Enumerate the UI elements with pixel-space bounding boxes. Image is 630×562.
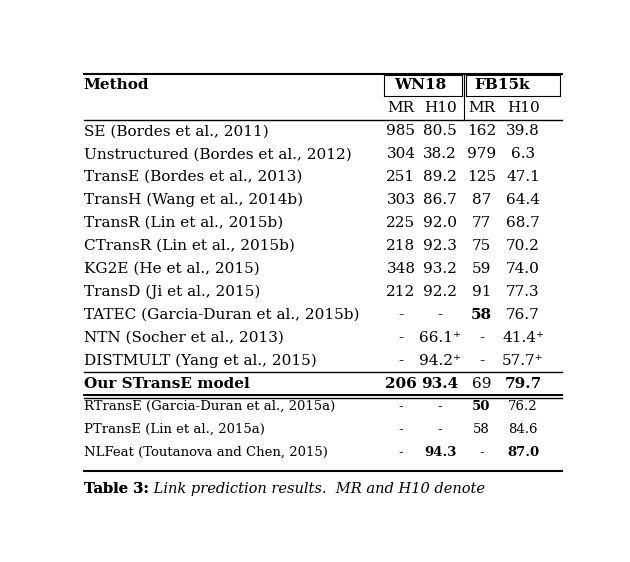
- Text: SE (Bordes et al., 2011): SE (Bordes et al., 2011): [84, 124, 268, 138]
- Text: 76.7: 76.7: [506, 308, 540, 322]
- Text: -: -: [398, 330, 404, 345]
- Text: Table 3:: Table 3:: [84, 482, 149, 496]
- Text: -: -: [479, 353, 484, 368]
- Text: -: -: [479, 330, 484, 345]
- Text: 58: 58: [471, 308, 492, 322]
- Text: Our STransE model: Our STransE model: [84, 377, 249, 391]
- Text: 225: 225: [386, 216, 416, 230]
- Text: Table 3: Link prediction results.  MR and H10 denote: Table 3: Link prediction results. MR and…: [0, 561, 1, 562]
- Text: H10: H10: [507, 101, 539, 115]
- Text: Link prediction results.  MR and H10 denote: Link prediction results. MR and H10 deno…: [149, 482, 484, 496]
- Text: 212: 212: [386, 285, 416, 299]
- Text: 75: 75: [472, 239, 491, 253]
- Text: 38.2: 38.2: [423, 147, 457, 161]
- Text: 348: 348: [386, 262, 416, 276]
- Text: TransE (Bordes et al., 2013): TransE (Bordes et al., 2013): [84, 170, 302, 184]
- Text: TransR (Lin et al., 2015b): TransR (Lin et al., 2015b): [84, 216, 283, 230]
- Text: 68.7: 68.7: [506, 216, 540, 230]
- Text: NTN (Socher et al., 2013): NTN (Socher et al., 2013): [84, 330, 284, 345]
- Text: 77.3: 77.3: [507, 285, 540, 299]
- Text: 93.4: 93.4: [421, 377, 459, 391]
- Text: 93.2: 93.2: [423, 262, 457, 276]
- Text: -: -: [479, 446, 484, 459]
- Text: -: -: [437, 308, 443, 322]
- Text: 86.7: 86.7: [423, 193, 457, 207]
- Text: -: -: [398, 308, 404, 322]
- Text: 251: 251: [386, 170, 416, 184]
- Text: 92.0: 92.0: [423, 216, 457, 230]
- Text: 74.0: 74.0: [506, 262, 540, 276]
- Text: 985: 985: [386, 124, 416, 138]
- Text: 87: 87: [472, 193, 491, 207]
- Text: Method: Method: [84, 79, 149, 92]
- Text: 77: 77: [472, 216, 491, 230]
- Text: 50: 50: [472, 400, 491, 413]
- Text: -: -: [438, 400, 442, 413]
- Text: H10: H10: [424, 101, 456, 115]
- Text: -: -: [399, 400, 403, 413]
- Text: 94.3: 94.3: [424, 446, 456, 459]
- Text: -: -: [398, 353, 404, 368]
- Text: 87.0: 87.0: [507, 446, 539, 459]
- Text: 304: 304: [386, 147, 416, 161]
- Text: Table 3:: Table 3:: [84, 482, 149, 496]
- Text: MR: MR: [387, 101, 415, 115]
- Text: NLFeat (Toutanova and Chen, 2015): NLFeat (Toutanova and Chen, 2015): [84, 446, 328, 459]
- Text: KG2E (He et al., 2015): KG2E (He et al., 2015): [84, 262, 260, 276]
- Text: 79.7: 79.7: [505, 377, 542, 391]
- Text: -: -: [438, 423, 442, 436]
- Text: MR: MR: [468, 101, 495, 115]
- Text: 58: 58: [473, 423, 490, 436]
- Text: 206: 206: [385, 377, 417, 391]
- Text: -: -: [399, 446, 403, 459]
- Text: 303: 303: [386, 193, 416, 207]
- Text: 57.7⁺: 57.7⁺: [502, 353, 544, 368]
- Text: RTransE (Garcia-Duran et al., 2015a): RTransE (Garcia-Duran et al., 2015a): [84, 400, 335, 413]
- Text: 92.2: 92.2: [423, 285, 457, 299]
- Text: 39.8: 39.8: [506, 124, 540, 138]
- Text: 41.4⁺: 41.4⁺: [502, 330, 544, 345]
- Text: 91: 91: [472, 285, 491, 299]
- Text: PTransE (Lin et al., 2015a): PTransE (Lin et al., 2015a): [84, 423, 265, 436]
- Text: 59: 59: [472, 262, 491, 276]
- Text: 218: 218: [386, 239, 416, 253]
- Text: 64.4: 64.4: [506, 193, 540, 207]
- Text: WN18: WN18: [394, 79, 447, 92]
- Text: 70.2: 70.2: [506, 239, 540, 253]
- Text: 89.2: 89.2: [423, 170, 457, 184]
- Text: TransD (Ji et al., 2015): TransD (Ji et al., 2015): [84, 284, 260, 299]
- Text: FB15k: FB15k: [474, 79, 530, 92]
- Text: 47.1: 47.1: [506, 170, 540, 184]
- Text: Table 3: Link prediction results.  MR and H10 denote: Table 3: Link prediction results. MR and…: [0, 561, 1, 562]
- Text: TATEC (Garcia-Duran et al., 2015b): TATEC (Garcia-Duran et al., 2015b): [84, 308, 359, 322]
- Text: DISTMULT (Yang et al., 2015): DISTMULT (Yang et al., 2015): [84, 353, 316, 368]
- Text: 66.1⁺: 66.1⁺: [419, 330, 461, 345]
- Text: CTransR (Lin et al., 2015b): CTransR (Lin et al., 2015b): [84, 239, 294, 253]
- Text: 6.3: 6.3: [511, 147, 535, 161]
- Text: 76.2: 76.2: [508, 400, 538, 413]
- Text: 125: 125: [467, 170, 496, 184]
- Text: -: -: [399, 423, 403, 436]
- Text: 979: 979: [467, 147, 496, 161]
- Text: 92.3: 92.3: [423, 239, 457, 253]
- Text: 69: 69: [472, 377, 491, 391]
- Text: 84.6: 84.6: [508, 423, 538, 436]
- Text: Unstructured (Bordes et al., 2012): Unstructured (Bordes et al., 2012): [84, 147, 352, 161]
- Text: 80.5: 80.5: [423, 124, 457, 138]
- Text: 162: 162: [467, 124, 496, 138]
- Text: TransH (Wang et al., 2014b): TransH (Wang et al., 2014b): [84, 193, 303, 207]
- Text: 94.2⁺: 94.2⁺: [419, 353, 461, 368]
